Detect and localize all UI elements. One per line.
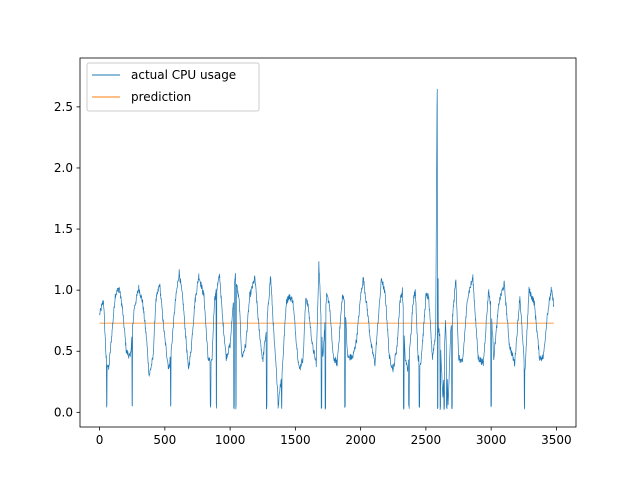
series-line-actual-cpu-usage bbox=[99, 88, 555, 411]
y-tick-label: 1.5 bbox=[54, 222, 73, 236]
y-axis: 0.0 0.5 1.0 1.5 2.0 2.5 bbox=[54, 100, 80, 419]
x-tick-label: 1500 bbox=[280, 433, 311, 447]
x-tick-label: 3500 bbox=[541, 433, 572, 447]
y-tick-label: 0.5 bbox=[54, 344, 73, 358]
legend-box bbox=[86, 62, 260, 112]
x-tick-label: 2000 bbox=[345, 433, 376, 447]
y-tick-label: 0.0 bbox=[54, 405, 73, 419]
axes-frame bbox=[79, 57, 577, 428]
y-tick-label: 1.0 bbox=[54, 283, 73, 297]
x-axis: 0 500 1000 1500 2000 2500 3000 3500 bbox=[96, 427, 572, 447]
x-tick-label: 500 bbox=[153, 433, 176, 447]
x-tick-label: 0 bbox=[96, 433, 104, 447]
plot-area bbox=[99, 88, 555, 411]
y-tick-label: 2.5 bbox=[54, 100, 73, 114]
y-tick-label: 2.0 bbox=[54, 161, 73, 175]
legend-label-prediction: prediction bbox=[131, 90, 191, 104]
x-tick-label: 3000 bbox=[476, 433, 507, 447]
legend-label-actual-cpu-usage: actual CPU usage bbox=[131, 68, 236, 82]
x-tick-label: 1000 bbox=[215, 433, 246, 447]
legend: actual CPU usage prediction bbox=[86, 62, 260, 112]
x-tick-label: 2500 bbox=[411, 433, 442, 447]
